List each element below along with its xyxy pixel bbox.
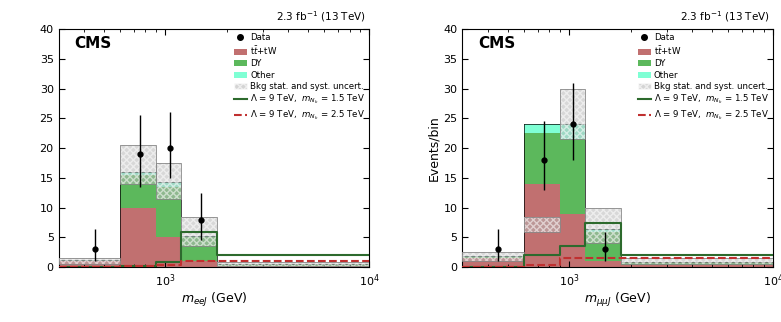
Text: CMS: CMS <box>74 36 112 51</box>
Bar <box>181 217 217 246</box>
Bar <box>560 89 585 139</box>
Text: 2.3 fb$^{-1}$ (13 TeV): 2.3 fb$^{-1}$ (13 TeV) <box>276 9 366 24</box>
Bar <box>524 217 560 232</box>
Bar <box>156 163 181 199</box>
Bar <box>156 163 181 199</box>
Bar <box>462 252 524 261</box>
Y-axis label: Events/bin: Events/bin <box>428 115 440 181</box>
Bar <box>217 262 369 266</box>
Bar <box>524 217 560 232</box>
Legend: Data, t$\bar{t}$+tW, DY, Other, Bkg stat. and syst. uncert., $\Lambda$ = 9 TeV, : Data, t$\bar{t}$+tW, DY, Other, Bkg stat… <box>232 32 367 124</box>
Bar <box>59 258 120 264</box>
Text: 2.3 fb$^{-1}$ (13 TeV): 2.3 fb$^{-1}$ (13 TeV) <box>680 9 770 24</box>
Legend: Data, t$\bar{t}$+tW, DY, Other, Bkg stat. and syst. uncert., $\Lambda$ = 9 TeV, : Data, t$\bar{t}$+tW, DY, Other, Bkg stat… <box>636 32 771 124</box>
Bar <box>59 258 120 264</box>
Bar <box>120 145 156 184</box>
Bar <box>585 208 621 243</box>
X-axis label: $m_{eeJ}$ (GeV): $m_{eeJ}$ (GeV) <box>180 291 247 309</box>
Bar <box>621 258 773 264</box>
Text: CMS: CMS <box>478 36 515 51</box>
Bar <box>217 262 369 266</box>
Bar <box>462 252 524 261</box>
Bar <box>560 89 585 139</box>
Bar <box>621 258 773 264</box>
Bar <box>585 208 621 243</box>
Bar <box>120 145 156 184</box>
X-axis label: $m_{\mu\mu J}$ (GeV): $m_{\mu\mu J}$ (GeV) <box>584 291 651 309</box>
Bar <box>181 217 217 246</box>
